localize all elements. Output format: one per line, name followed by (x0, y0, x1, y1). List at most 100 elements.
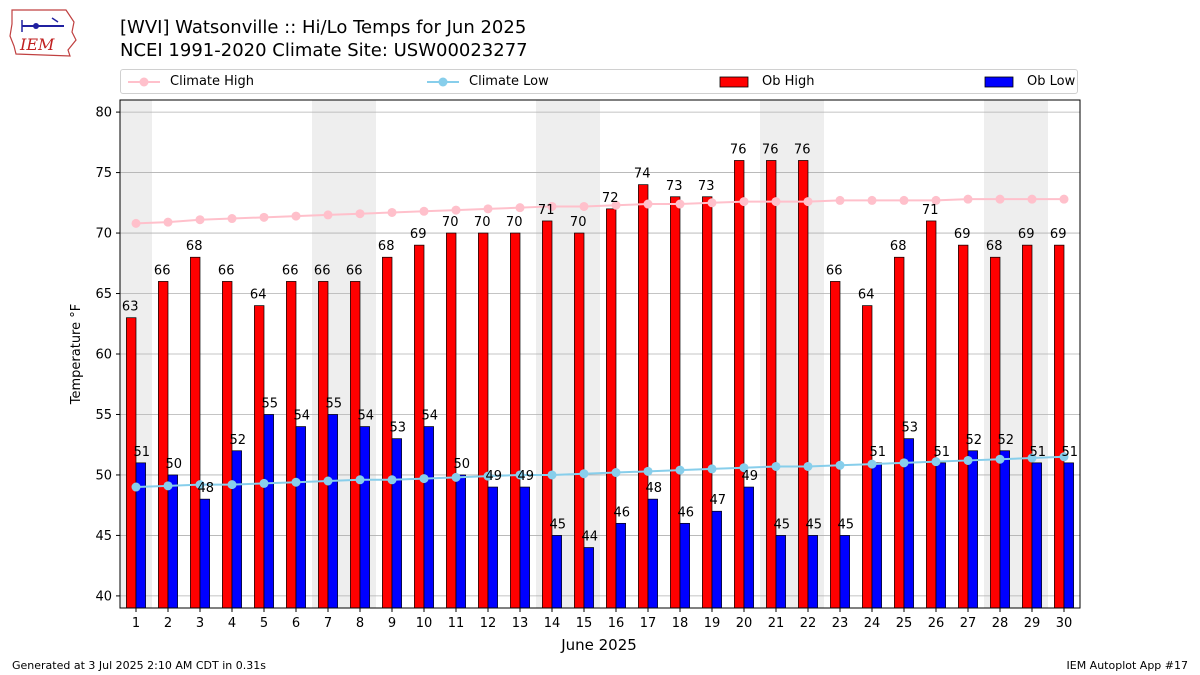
bar-ob-high-18 (670, 196, 681, 609)
point-climate-high-11 (451, 205, 461, 215)
line-climate-low (135, 455, 1065, 489)
label-ob-high-14: 71 (538, 203, 555, 218)
bar-ob-low-16 (615, 522, 626, 609)
x-tick-label-14: 14 (544, 616, 561, 631)
x-tick-label-30: 30 (1056, 616, 1073, 631)
bar-ob-low-20 (743, 486, 754, 609)
label-ob-high-25: 68 (890, 239, 907, 254)
point-climate-high-20 (739, 197, 749, 207)
label-ob-high-23: 66 (826, 263, 843, 278)
x-tick-label-10: 10 (416, 616, 433, 631)
x-tick-label-17: 17 (640, 616, 657, 631)
point-climate-high-26 (931, 195, 941, 205)
chart-subtitle: NCEI 1991-2020 Climate Site: USW00023277 (120, 40, 528, 61)
y-tick-label-80: 80 (95, 106, 112, 121)
point-climate-low-9 (387, 475, 397, 485)
x-tick-label-6: 6 (292, 616, 300, 631)
point-climate-high-6 (291, 211, 301, 221)
point-climate-high-27 (963, 194, 973, 204)
label-ob-low-22: 45 (806, 517, 823, 532)
label-ob-high-17: 74 (634, 167, 651, 182)
x-tick-label-13: 13 (512, 616, 529, 631)
iem-logo-text: IEM (19, 35, 55, 54)
point-climate-low-5 (259, 478, 269, 488)
legend: Climate High Climate Low Ob High Ob Low (120, 69, 1078, 94)
bar-ob-high-16 (606, 208, 617, 609)
bar-ob-low-28 (999, 450, 1010, 609)
bar-ob-low-6 (295, 426, 306, 609)
y-tick-label-60: 60 (95, 348, 112, 363)
label-ob-low-30: 51 (1062, 445, 1079, 460)
bar-ob-high-27 (958, 244, 969, 609)
label-ob-high-16: 72 (602, 191, 619, 206)
x-axis-label: June 2025 (560, 636, 637, 654)
y-tick-label-65: 65 (95, 287, 112, 302)
point-climate-low-27 (963, 455, 973, 465)
label-ob-high-7: 66 (314, 263, 331, 278)
point-climate-low-19 (707, 464, 717, 474)
y-tick-label-50: 50 (95, 468, 112, 483)
legend-label-ob-high: Ob High (762, 74, 815, 89)
point-climate-low-2 (163, 481, 173, 491)
label-ob-high-13: 70 (506, 215, 523, 230)
bar-ob-high-14 (542, 220, 553, 609)
bar-ob-low-13 (519, 486, 530, 609)
point-climate-low-8 (355, 475, 365, 485)
point-climate-low-1 (131, 482, 141, 492)
x-tick-label-15: 15 (576, 616, 593, 631)
legend-ob-high-swatch (719, 76, 749, 88)
label-ob-low-23: 45 (838, 517, 855, 532)
label-ob-low-26: 51 (934, 445, 951, 460)
point-climate-low-24 (867, 459, 877, 469)
label-ob-low-14: 45 (550, 517, 567, 532)
bar-ob-low-22 (807, 535, 818, 609)
x-tick-label-8: 8 (356, 616, 364, 631)
label-ob-high-29: 69 (1018, 227, 1035, 242)
label-ob-low-2: 50 (166, 457, 183, 472)
chart-title: [WVI] Watsonville :: Hi/Lo Temps for Jun… (120, 17, 527, 38)
bar-ob-low-12 (487, 486, 498, 609)
x-tick-label-19: 19 (704, 616, 721, 631)
label-ob-high-3: 68 (186, 239, 203, 254)
point-climate-high-30 (1059, 194, 1069, 204)
label-ob-high-10: 69 (410, 227, 427, 242)
x-tick-label-21: 21 (768, 616, 785, 631)
x-tick-label-24: 24 (864, 616, 881, 631)
point-climate-high-13 (515, 203, 525, 213)
label-ob-high-2: 66 (154, 263, 171, 278)
bar-ob-high-11 (446, 232, 457, 609)
label-ob-high-12: 70 (474, 215, 491, 230)
point-climate-high-3 (195, 215, 205, 225)
bar-ob-high-19 (702, 196, 713, 609)
bar-ob-high-6 (286, 281, 297, 609)
point-climate-high-4 (227, 214, 237, 224)
point-climate-high-19 (707, 198, 717, 208)
point-climate-high-17 (643, 199, 653, 209)
label-ob-low-13: 49 (518, 469, 535, 484)
label-ob-high-1: 63 (122, 300, 139, 315)
point-climate-high-28 (995, 194, 1005, 204)
bar-ob-high-5 (254, 305, 265, 609)
bar-ob-low-17 (647, 498, 658, 609)
point-climate-high-10 (419, 206, 429, 216)
y-tick-label-55: 55 (95, 408, 112, 423)
legend-climate-high-marker (128, 77, 160, 87)
x-tick-label-12: 12 (480, 616, 497, 631)
point-climate-low-30 (1059, 452, 1069, 462)
point-climate-low-23 (835, 460, 845, 470)
bar-ob-low-30 (1063, 462, 1074, 609)
point-climate-low-16 (611, 468, 621, 478)
point-climate-high-14 (547, 201, 557, 211)
point-climate-high-29 (1027, 194, 1037, 204)
bar-ob-high-20 (734, 160, 745, 609)
point-climate-low-28 (995, 454, 1005, 464)
point-climate-low-25 (899, 458, 909, 468)
label-ob-low-25: 53 (902, 421, 919, 436)
y-tick-label-45: 45 (95, 529, 112, 544)
point-climate-high-15 (579, 201, 589, 211)
label-ob-low-20: 49 (742, 469, 759, 484)
x-tick-label-20: 20 (736, 616, 753, 631)
bar-ob-high-29 (1022, 244, 1033, 609)
bar-ob-low-14 (551, 535, 562, 609)
